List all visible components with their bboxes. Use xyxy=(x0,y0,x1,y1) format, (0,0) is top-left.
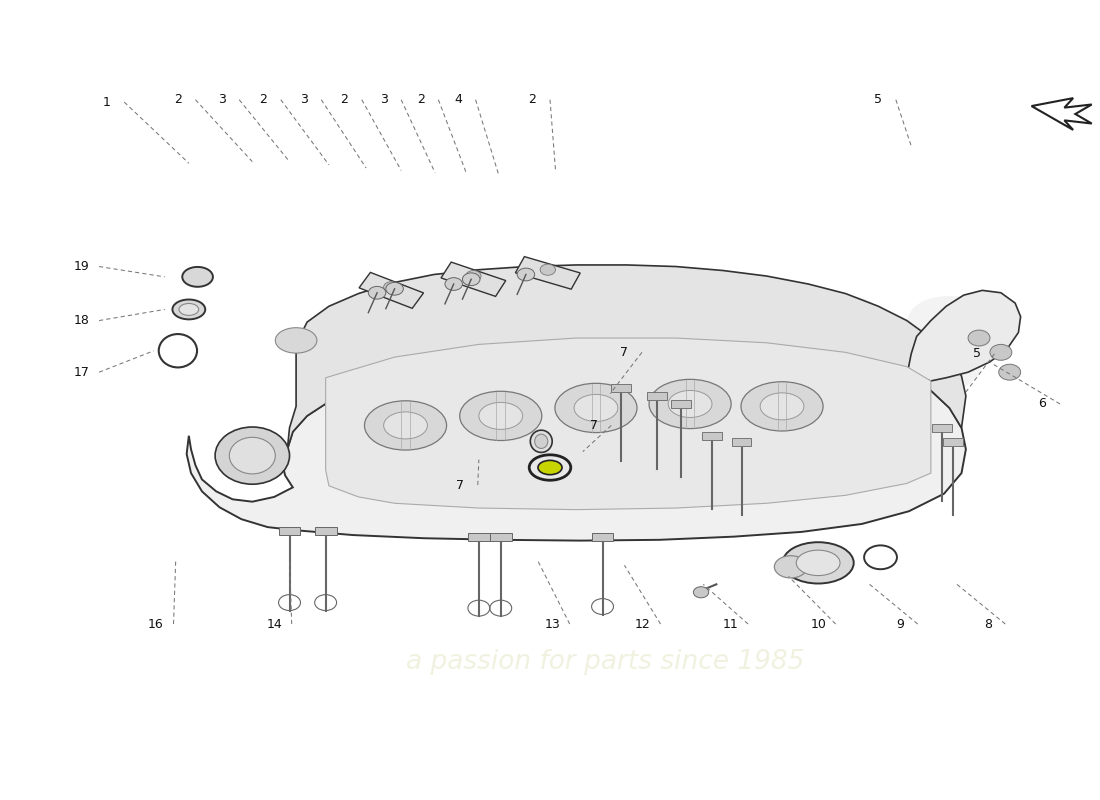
Text: 19: 19 xyxy=(74,260,89,273)
Polygon shape xyxy=(287,265,966,450)
Polygon shape xyxy=(278,527,300,535)
Text: 2: 2 xyxy=(174,93,182,106)
Circle shape xyxy=(368,286,386,299)
Ellipse shape xyxy=(774,556,807,578)
Polygon shape xyxy=(592,534,614,542)
Polygon shape xyxy=(702,432,722,440)
Text: 10: 10 xyxy=(811,618,826,630)
Ellipse shape xyxy=(760,393,804,420)
Ellipse shape xyxy=(574,394,618,422)
Text: 3: 3 xyxy=(218,93,226,106)
Ellipse shape xyxy=(460,391,542,441)
Text: 8: 8 xyxy=(983,618,992,630)
Text: 18: 18 xyxy=(74,314,89,327)
Ellipse shape xyxy=(741,382,823,431)
Circle shape xyxy=(693,586,708,598)
Ellipse shape xyxy=(478,402,522,430)
Ellipse shape xyxy=(179,303,199,315)
Text: 7: 7 xyxy=(590,419,597,432)
Circle shape xyxy=(444,278,462,290)
Polygon shape xyxy=(648,392,667,400)
Polygon shape xyxy=(732,438,751,446)
Circle shape xyxy=(462,273,480,286)
Ellipse shape xyxy=(229,438,275,474)
Polygon shape xyxy=(906,290,1021,381)
Circle shape xyxy=(517,268,535,281)
Text: 17: 17 xyxy=(74,366,89,378)
Text: eres: eres xyxy=(587,263,994,426)
Circle shape xyxy=(999,364,1021,380)
Text: 16: 16 xyxy=(148,618,164,630)
Polygon shape xyxy=(612,384,631,392)
Text: 3: 3 xyxy=(379,93,387,106)
Ellipse shape xyxy=(782,542,854,583)
Ellipse shape xyxy=(173,299,206,319)
Polygon shape xyxy=(441,262,506,296)
Polygon shape xyxy=(326,338,931,510)
Ellipse shape xyxy=(364,401,447,450)
Polygon shape xyxy=(932,424,952,432)
Ellipse shape xyxy=(275,328,317,353)
Polygon shape xyxy=(671,400,691,408)
Ellipse shape xyxy=(183,267,213,286)
Text: 4: 4 xyxy=(454,93,462,106)
Polygon shape xyxy=(943,438,962,446)
Ellipse shape xyxy=(796,550,840,575)
Circle shape xyxy=(990,344,1012,360)
Text: 7: 7 xyxy=(620,346,628,359)
Text: 1: 1 xyxy=(102,95,111,109)
Polygon shape xyxy=(187,344,966,541)
Text: 7: 7 xyxy=(456,478,464,491)
Text: a passion for parts since 1985: a passion for parts since 1985 xyxy=(406,649,804,675)
Text: 2: 2 xyxy=(417,93,425,106)
Circle shape xyxy=(968,330,990,346)
Ellipse shape xyxy=(554,383,637,433)
Text: 9: 9 xyxy=(896,618,904,630)
Polygon shape xyxy=(315,527,337,535)
Ellipse shape xyxy=(538,460,562,474)
Circle shape xyxy=(384,282,399,293)
Polygon shape xyxy=(490,533,512,541)
Polygon shape xyxy=(359,272,424,308)
Ellipse shape xyxy=(216,427,289,484)
Text: 14: 14 xyxy=(266,618,282,630)
Text: 5: 5 xyxy=(972,347,981,361)
Text: 12: 12 xyxy=(635,618,651,630)
Text: 11: 11 xyxy=(723,618,738,630)
Text: 2: 2 xyxy=(529,93,537,106)
Circle shape xyxy=(540,264,556,275)
Text: 6: 6 xyxy=(1038,398,1046,410)
Circle shape xyxy=(465,270,481,282)
Polygon shape xyxy=(468,533,490,541)
Ellipse shape xyxy=(535,434,548,449)
Text: 2: 2 xyxy=(260,93,267,106)
Ellipse shape xyxy=(668,390,712,418)
Text: 2: 2 xyxy=(340,93,349,106)
Polygon shape xyxy=(516,257,580,289)
Text: 5: 5 xyxy=(874,93,882,106)
Text: 13: 13 xyxy=(544,618,560,630)
Ellipse shape xyxy=(530,430,552,453)
Ellipse shape xyxy=(649,379,732,429)
Circle shape xyxy=(386,282,404,295)
Text: 3: 3 xyxy=(300,93,308,106)
Ellipse shape xyxy=(384,412,428,439)
